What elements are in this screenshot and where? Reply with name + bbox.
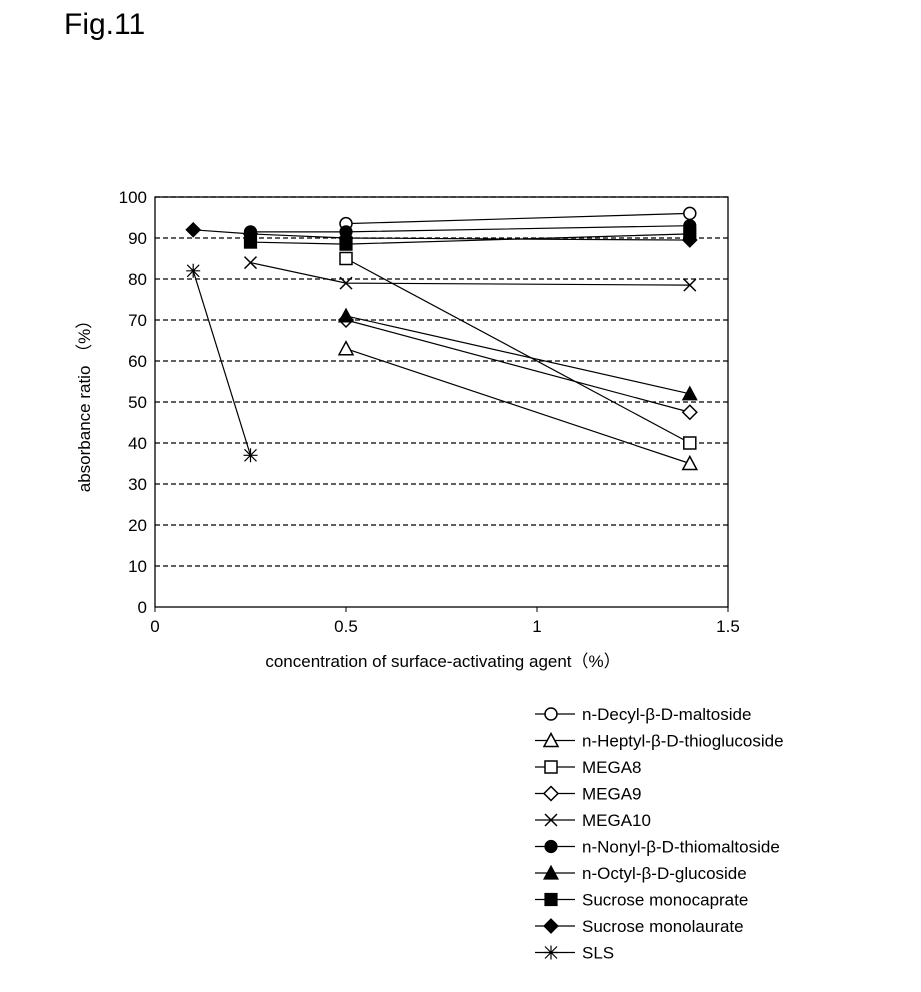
legend-label: SLS bbox=[582, 944, 614, 963]
series-3 bbox=[339, 313, 697, 419]
diamond-marker bbox=[683, 405, 697, 419]
legend-item: MEGA8 bbox=[535, 758, 642, 777]
legend-item: MEGA10 bbox=[535, 811, 651, 830]
legend-item: n-Nonyl-β-D-thiomaltoside bbox=[535, 838, 780, 857]
y-tick-label: 70 bbox=[128, 311, 147, 330]
plot-frame bbox=[155, 197, 728, 607]
y-tick-label: 40 bbox=[128, 434, 147, 453]
legend-label: MEGA9 bbox=[582, 785, 642, 804]
legend-label: Sucrose monolaurate bbox=[582, 917, 744, 936]
circle-marker bbox=[684, 207, 696, 219]
y-tick-label: 0 bbox=[138, 598, 147, 617]
x-tick-label: 1 bbox=[532, 617, 541, 636]
legend-label: n-Octyl-β-D-glucoside bbox=[582, 864, 747, 883]
x-tick-label: 0 bbox=[150, 617, 159, 636]
y-tick-label: 10 bbox=[128, 557, 147, 576]
series-6 bbox=[339, 309, 697, 400]
diamond-marker bbox=[186, 223, 200, 237]
legend-item: Sucrose monocaprate bbox=[535, 891, 748, 910]
asterisk-marker bbox=[244, 448, 258, 462]
diamond-marker bbox=[544, 787, 558, 801]
y-tick-label: 80 bbox=[128, 270, 147, 289]
series-2 bbox=[340, 253, 696, 450]
legend-label: Sucrose monocaprate bbox=[582, 891, 748, 910]
legend-label: n-Heptyl-β-D-thioglucoside bbox=[582, 732, 784, 751]
legend-item: MEGA9 bbox=[535, 785, 642, 804]
y-tick-label: 50 bbox=[128, 393, 147, 412]
legend-item: n-Heptyl-β-D-thioglucoside bbox=[535, 732, 784, 751]
triangle-marker bbox=[683, 457, 697, 470]
x-marker bbox=[245, 257, 257, 269]
y-tick-label: 30 bbox=[128, 475, 147, 494]
legend-label: n-Nonyl-β-D-thiomaltoside bbox=[582, 838, 780, 857]
circle-marker bbox=[545, 841, 557, 853]
triangle-marker bbox=[339, 342, 353, 355]
legend-label: MEGA10 bbox=[582, 811, 651, 830]
diamond-marker bbox=[544, 919, 558, 933]
series-line bbox=[346, 316, 690, 394]
legend-item: SLS bbox=[535, 944, 614, 963]
series-line bbox=[346, 213, 690, 223]
asterisk-marker bbox=[544, 946, 558, 960]
series-9 bbox=[186, 264, 257, 463]
legend-label: n-Decyl-β-D-maltoside bbox=[582, 705, 751, 724]
asterisk-marker bbox=[186, 264, 200, 278]
triangle-marker bbox=[339, 309, 353, 322]
square-marker bbox=[545, 761, 557, 773]
legend-item: n-Decyl-β-D-maltoside bbox=[535, 705, 751, 724]
x-tick-label: 1.5 bbox=[716, 617, 740, 636]
y-tick-label: 100 bbox=[119, 188, 147, 207]
legend-label: MEGA8 bbox=[582, 758, 642, 777]
series-line bbox=[346, 259, 690, 444]
square-marker bbox=[545, 894, 557, 906]
circle-marker bbox=[545, 708, 557, 720]
square-marker bbox=[684, 437, 696, 449]
legend-item: Sucrose monolaurate bbox=[535, 917, 744, 936]
series-line bbox=[251, 263, 690, 286]
y-tick-label: 90 bbox=[128, 229, 147, 248]
series-5 bbox=[245, 220, 696, 238]
x-tick-label: 0.5 bbox=[334, 617, 358, 636]
series-line bbox=[251, 226, 690, 232]
y-tick-label: 20 bbox=[128, 516, 147, 535]
series-4 bbox=[245, 257, 696, 292]
x-axis-label: concentration of surface-activating agen… bbox=[265, 652, 620, 671]
figure-page: Fig.11 010203040506070809010000.511.5con… bbox=[0, 0, 921, 992]
y-axis-label: absorbance ratio （%） bbox=[75, 312, 94, 492]
square-marker bbox=[340, 253, 352, 265]
y-tick-label: 60 bbox=[128, 352, 147, 371]
line-chart: 0 10 20 30 40 50 60 70 80 90 100 0 0.5 1 1.5 concentrat… bbox=[0, 0, 921, 992]
legend-item: n-Octyl-β-D-glucoside bbox=[535, 864, 747, 883]
series-line bbox=[193, 271, 250, 456]
